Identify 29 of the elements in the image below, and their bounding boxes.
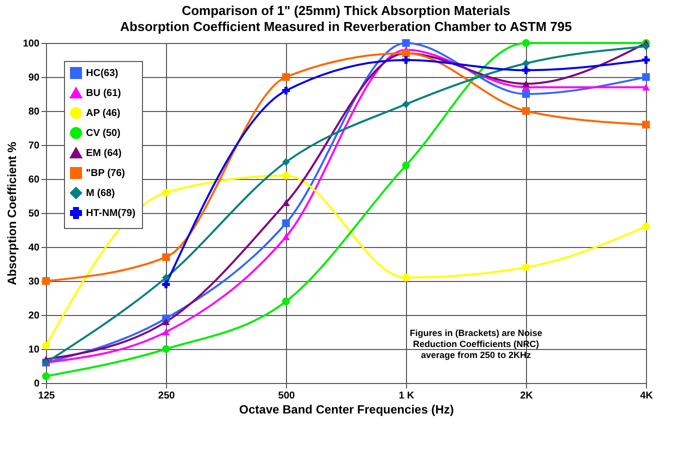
y-tick-label: 100 xyxy=(22,38,40,50)
legend-label: EM (64) xyxy=(86,148,122,159)
y-axis-title: Absorption Coefficient % xyxy=(4,142,19,286)
x-tick-label: 1 K xyxy=(398,390,416,402)
x-tick-label: 250 xyxy=(158,390,176,402)
x-tick-label: 2K xyxy=(520,390,534,402)
legend-label: AP (46) xyxy=(86,108,120,119)
chart-title: Comparison of 1" (25mm) Thick Absorption Materials xyxy=(182,3,510,18)
legend-label: HT-NM(79) xyxy=(86,208,136,219)
y-tick-label: 30 xyxy=(28,276,40,288)
legend-label: BU (61) xyxy=(86,88,122,99)
y-tick-label: 50 xyxy=(28,208,40,220)
legend-label: M (68) xyxy=(86,188,115,199)
legend-label: "BP (76) xyxy=(86,168,126,179)
x-axis-title: Octave Band Center Frequencies (Hz) xyxy=(239,402,454,416)
y-tick-label: 20 xyxy=(28,310,40,322)
y-tick-label: 40 xyxy=(28,242,40,254)
y-tick-label: 90 xyxy=(28,72,40,84)
y-tick-label: 80 xyxy=(28,106,40,118)
y-tick-label: 60 xyxy=(28,174,40,186)
x-tick-label: 500 xyxy=(278,390,296,402)
y-tick-label: 0 xyxy=(34,378,40,390)
legend-label: HC(63) xyxy=(86,68,118,79)
y-tick-label: 10 xyxy=(28,344,40,356)
y-tick-label: 70 xyxy=(28,140,40,152)
x-tick-label: 4K xyxy=(640,390,654,402)
legend-label: CV (50) xyxy=(86,128,120,139)
x-tick-label: 125 xyxy=(38,390,56,402)
chart-subtitle: Absorption Coefficient Measured in Reverberation Chamber to ASTM 795 xyxy=(120,19,572,34)
